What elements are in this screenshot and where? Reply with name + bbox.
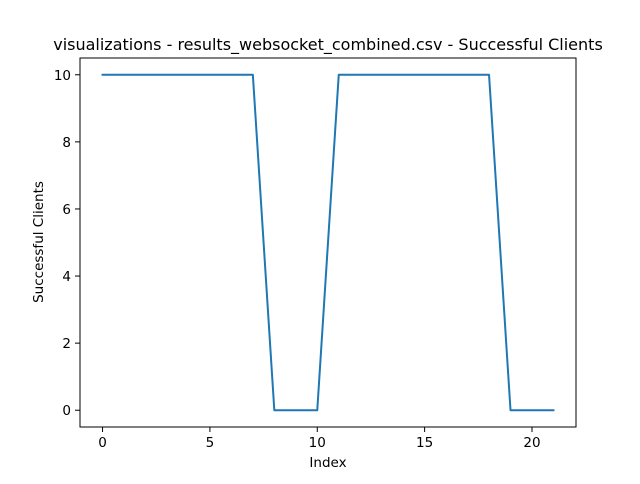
y-axis-label: Successful Clients (31, 181, 47, 303)
x-tick-label: 0 (98, 435, 107, 451)
y-tick-label: 4 (62, 269, 71, 285)
axes-frame (79, 57, 577, 428)
x-tick-label: 10 (309, 435, 326, 451)
y-tick-label: 10 (54, 68, 71, 84)
y-tick-label: 0 (62, 403, 71, 419)
x-axis-label: Index (309, 455, 346, 471)
y-tick-label: 8 (62, 135, 71, 151)
x-tick-label: 5 (206, 435, 215, 451)
chart-title: visualizations - results_websocket_combi… (53, 35, 603, 55)
y-tick-label: 2 (62, 336, 71, 352)
x-tick-label: 15 (416, 435, 433, 451)
plot-area: 0 5 10 15 20 0 2 4 6 8 10 (54, 57, 577, 451)
series-line-0 (101, 73, 555, 412)
y-tick-label: 6 (62, 202, 71, 218)
x-tick-label: 20 (523, 435, 540, 451)
